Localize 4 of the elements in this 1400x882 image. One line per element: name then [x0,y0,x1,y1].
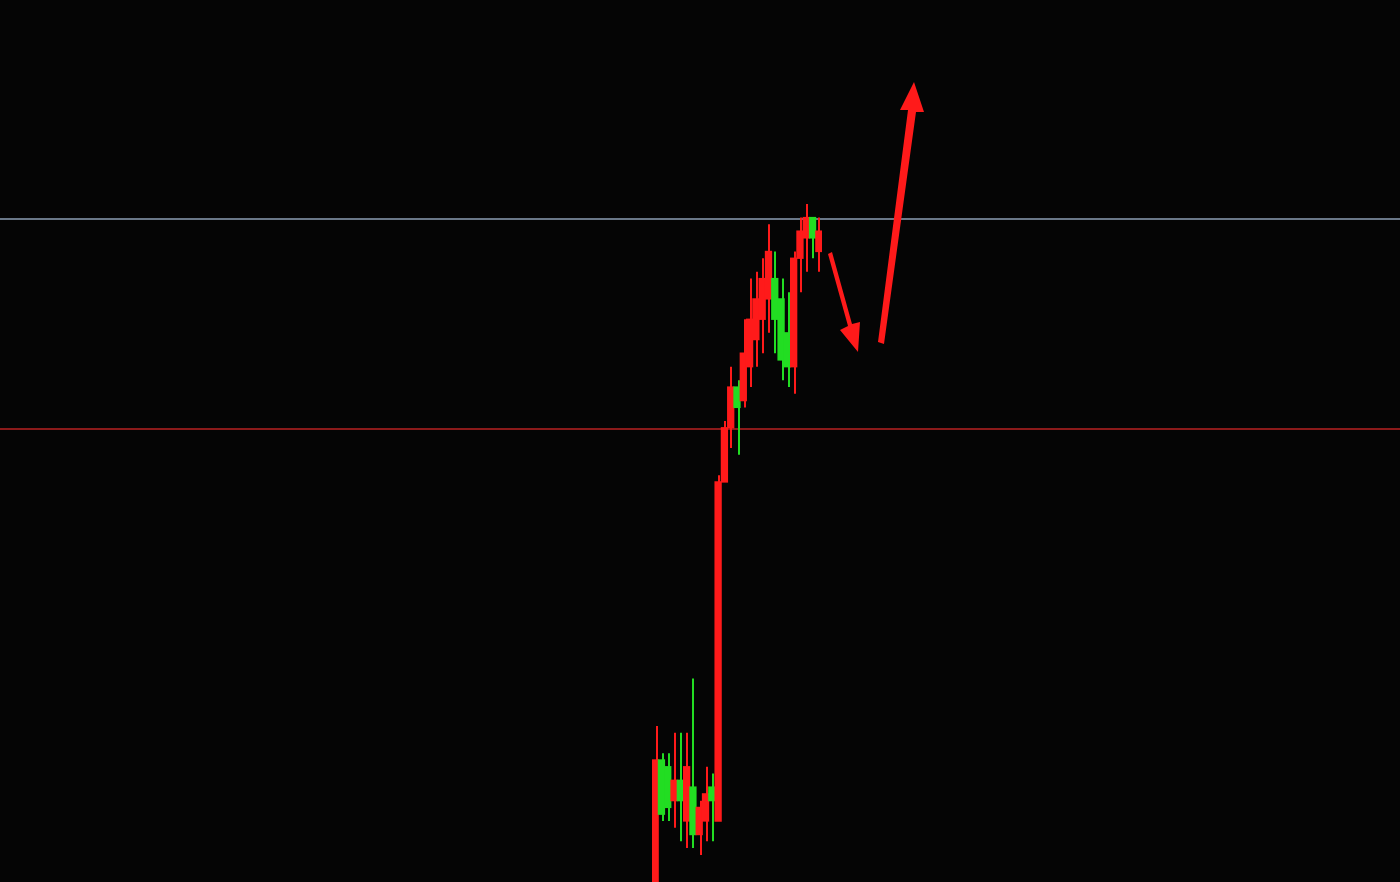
candlestick [733,379,741,456]
candlestick [815,216,822,273]
candlestick [808,216,817,260]
candlestick [670,731,678,829]
